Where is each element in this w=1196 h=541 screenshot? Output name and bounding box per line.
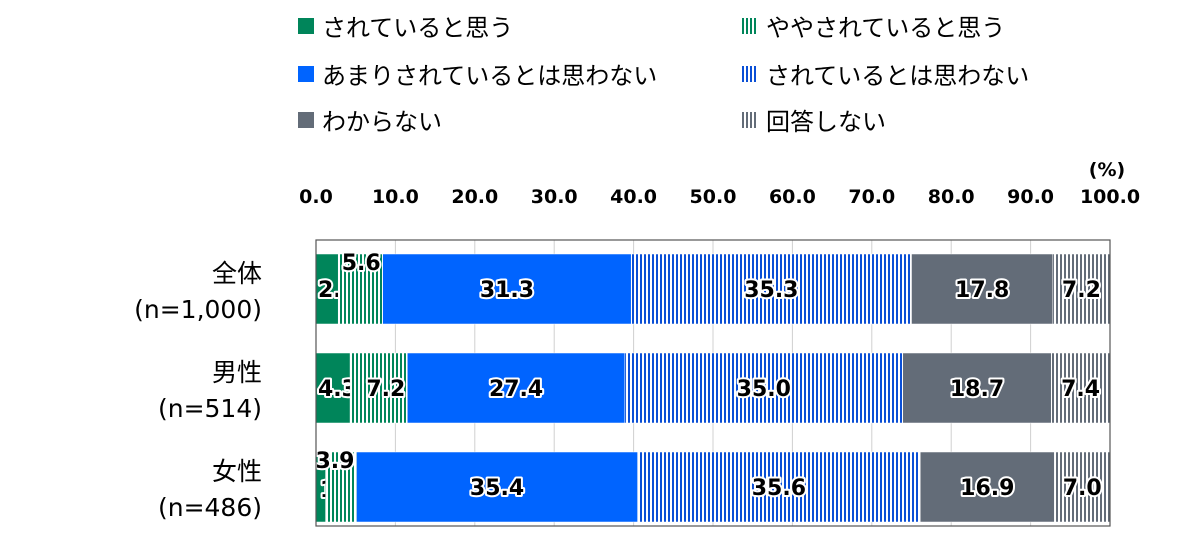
x-tick-label: 10.0 bbox=[372, 186, 419, 208]
legend-item-6: 回答しない bbox=[742, 102, 886, 137]
data-label: 7.0 bbox=[1063, 476, 1102, 501]
data-label: 35.4 bbox=[470, 476, 524, 501]
data-label: 35.6 bbox=[752, 476, 806, 501]
legend-label: ややされていると思う bbox=[766, 14, 1006, 42]
category-label: 女性 bbox=[212, 457, 262, 486]
category-labels: 全体 (n=1,000) 男性 (n=514) 女性 (n=486) bbox=[134, 259, 262, 522]
legend-item-1: されていると思う bbox=[298, 8, 513, 43]
legend-item-3: あまりされているとは思わない bbox=[298, 56, 657, 91]
bar-segment bbox=[407, 352, 626, 424]
bar-segment bbox=[630, 253, 912, 325]
bar-segment bbox=[356, 451, 638, 523]
legend: されていると思う ややされていると思う あまりされているとは思わない されている… bbox=[0, 0, 1196, 140]
bar-segment bbox=[1054, 451, 1111, 523]
category-sample-size: (n=514) bbox=[158, 394, 262, 423]
data-label: 7.4 bbox=[1061, 377, 1100, 402]
x-tick-label: 80.0 bbox=[928, 186, 975, 208]
bar-segment bbox=[325, 451, 357, 523]
data-label: 35.0 bbox=[737, 377, 791, 402]
data-label: 31.3 bbox=[480, 278, 534, 303]
x-tick-label: 50.0 bbox=[690, 186, 737, 208]
plot-frame bbox=[315, 239, 1111, 527]
data-label: 3.9 bbox=[316, 449, 355, 474]
legend-label: されていると思う bbox=[322, 14, 514, 42]
legend-item-4: されているとは思わない bbox=[742, 56, 1029, 91]
bars: 2.85.631.3 35.3 17.8 7.24.3 7.2 27.4 35.0 18.7 7… bbox=[314, 249, 1111, 523]
legend-swatch-solid-gray bbox=[298, 111, 314, 128]
legend-item-2: ややされていると思う bbox=[742, 8, 1005, 43]
bar-segment bbox=[919, 451, 1055, 523]
legend-label: されているとは思わない bbox=[766, 62, 1030, 90]
x-tick-label: 70.0 bbox=[848, 186, 895, 208]
category-sample-size: (n=1,000) bbox=[134, 295, 262, 324]
bar-segment bbox=[1050, 352, 1111, 424]
category-sample-size: (n=486) bbox=[158, 493, 262, 522]
x-tick-label: 30.0 bbox=[531, 186, 578, 208]
legend-swatch-striped-blue bbox=[742, 65, 758, 82]
x-tick-label: 40.0 bbox=[610, 186, 657, 208]
data-label: 7.2 bbox=[1062, 278, 1101, 303]
x-tick-label: 60.0 bbox=[769, 186, 816, 208]
legend-label: あまりされているとは思わない bbox=[322, 62, 658, 90]
legend-swatch-solid-blue bbox=[298, 65, 314, 82]
data-label: 16.9 bbox=[960, 476, 1014, 501]
x-axis-ticks: 0.0 10.0 20.0 30.0 40.0 50.0 60.0 70.0 80.0 90.0 1… bbox=[299, 186, 1140, 208]
data-label: 5.6 bbox=[342, 251, 381, 276]
legend-swatch-striped-green bbox=[742, 17, 758, 34]
bar-segment bbox=[624, 352, 904, 424]
legend-swatch-solid-green bbox=[298, 17, 314, 34]
x-tick-label: 100.0 bbox=[1080, 186, 1140, 208]
x-tick-label: 20.0 bbox=[451, 186, 498, 208]
bar-segment bbox=[911, 253, 1054, 325]
data-label: 35.3 bbox=[744, 278, 798, 303]
x-tick-label: 0.0 bbox=[299, 186, 333, 208]
legend-item-5: わからない bbox=[298, 102, 442, 137]
category-label: 男性 bbox=[212, 358, 262, 387]
bar-segment bbox=[337, 253, 383, 325]
data-label: 18.7 bbox=[950, 377, 1004, 402]
plot-border bbox=[315, 239, 1111, 527]
data-label: 17.8 bbox=[955, 278, 1009, 303]
legend-label: わからない bbox=[322, 108, 442, 136]
category-label: 全体 bbox=[212, 259, 262, 288]
legend-swatch-striped-gray bbox=[742, 111, 758, 128]
bar-segment bbox=[902, 352, 1052, 424]
bar-segment bbox=[1052, 253, 1111, 325]
x-tick-label: 90.0 bbox=[1007, 186, 1054, 208]
bar-segment bbox=[315, 352, 351, 424]
data-label: 27.4 bbox=[489, 377, 543, 402]
bar-segment bbox=[349, 352, 408, 424]
unit-label: (%) bbox=[1089, 159, 1125, 181]
data-label: 7.2 bbox=[366, 377, 405, 402]
bar-segment bbox=[382, 253, 632, 325]
legend-label: 回答しない bbox=[766, 108, 886, 136]
